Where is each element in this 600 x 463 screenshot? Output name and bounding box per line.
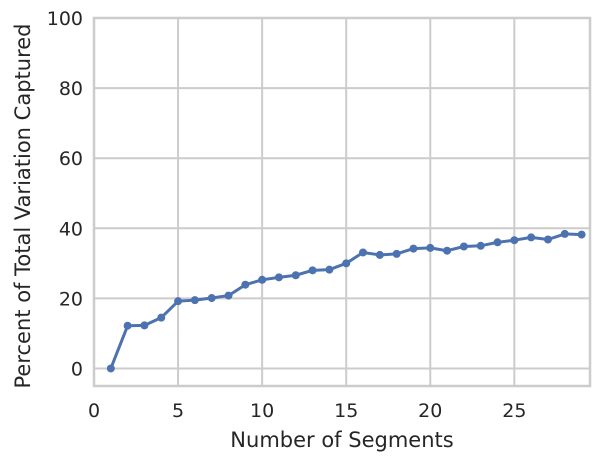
x-tick-label: 0 xyxy=(88,400,100,422)
data-point xyxy=(459,242,468,251)
data-point xyxy=(140,321,149,330)
data-point xyxy=(527,233,536,242)
y-tick-label: 0 xyxy=(71,358,83,380)
grid xyxy=(93,17,590,386)
y-tick-label: 20 xyxy=(59,288,83,310)
y-tick-label: 40 xyxy=(59,218,83,240)
x-axis-label: Number of Segments xyxy=(230,428,453,452)
data-point xyxy=(224,291,233,300)
data-point xyxy=(577,230,586,239)
x-tick-label: 20 xyxy=(418,400,442,422)
x-tick-label: 25 xyxy=(502,400,526,422)
data-point xyxy=(325,265,334,274)
y-tick-label: 60 xyxy=(59,148,83,170)
data-point xyxy=(157,313,166,322)
data-point xyxy=(342,259,351,268)
data-point xyxy=(274,273,283,282)
data-point xyxy=(123,321,132,330)
data-point xyxy=(308,266,317,275)
data-point xyxy=(241,280,250,289)
data-point xyxy=(174,297,183,306)
y-axis-label: Percent of Total Variation Captured xyxy=(11,24,35,389)
data-point xyxy=(375,250,384,259)
data-point xyxy=(409,244,418,253)
x-tick-label: 5 xyxy=(172,400,184,422)
data-point xyxy=(543,235,552,244)
data-point xyxy=(207,294,216,303)
data-point xyxy=(392,249,401,258)
x-axis-ticks: 0 5 10 15 20 25 xyxy=(88,400,526,422)
plot-frame xyxy=(92,16,592,388)
data-point xyxy=(258,275,267,284)
data-point xyxy=(476,241,485,250)
series xyxy=(106,229,586,373)
y-tick-label: 100 xyxy=(47,8,83,30)
x-tick-label: 15 xyxy=(334,400,358,422)
data-point xyxy=(359,248,368,257)
y-axis-ticks: 0 20 40 60 80 100 xyxy=(47,8,83,380)
data-point xyxy=(493,238,502,247)
y-tick-label: 80 xyxy=(59,78,83,100)
data-point xyxy=(426,243,435,252)
data-point xyxy=(106,364,115,373)
data-point xyxy=(190,296,199,305)
data-point xyxy=(560,229,569,238)
data-point xyxy=(443,246,452,255)
data-point xyxy=(510,236,519,245)
data-point xyxy=(291,271,300,280)
x-tick-label: 10 xyxy=(250,400,274,422)
